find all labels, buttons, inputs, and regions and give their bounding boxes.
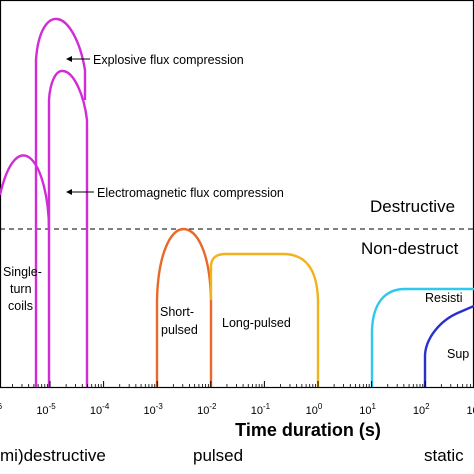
x-tick-label: 10-1 [251, 402, 271, 417]
short-pulsed-label-line2: pulsed [161, 323, 198, 337]
resistive-label: Resisti [425, 291, 463, 305]
x-tick-label: 102 [413, 402, 430, 417]
x-tick-label: 10-2 [197, 402, 217, 417]
destructive-category-caption: mi)destructive [0, 446, 106, 465]
x-tick-label: 10-4 [90, 402, 110, 417]
long-pulsed-label: Long-pulsed [222, 316, 291, 330]
x-tick-label: 10-6 [0, 402, 3, 417]
short-pulsed-label-line1: Short- [160, 305, 194, 319]
x-axis-title: Time duration (s) [235, 420, 381, 440]
long-pulsed-curve [209, 252, 320, 387]
x-axis-ticks: 10-6 10-5 10-4 10-3 10-2 10-1 100 101 102 103 [0, 381, 474, 417]
short-pulsed-curve [155, 227, 213, 387]
x-tick-label: 103 [466, 402, 474, 417]
single-turn-label-line2: turn [10, 282, 32, 296]
electromagnetic-annotation: Electromagnetic flux compression [97, 186, 284, 200]
pulsed-category-caption: pulsed [193, 446, 243, 465]
explosive-arrow-head [66, 56, 72, 62]
single-turn-label-line1: Single- [3, 265, 42, 279]
destructive-label: Destructive [370, 197, 455, 216]
single-turn-label-line3: coils [8, 299, 33, 313]
x-tick-label: 100 [306, 402, 323, 417]
x-tick-label: 101 [359, 402, 376, 417]
electromagnetic-flux-compression-curve [47, 69, 89, 387]
x-tick-label: 10-3 [144, 402, 164, 417]
superconducting-magnet-curve [423, 304, 474, 387]
static-category-caption: static [424, 446, 464, 465]
explosive-flux-compression-curve [34, 17, 87, 387]
explosive-annotation: Explosive flux compression [93, 53, 244, 67]
x-tick-label: 10-5 [36, 402, 56, 417]
resistive-magnet-curve [370, 287, 474, 387]
superconducting-label: Sup [447, 347, 469, 361]
non-destructive-label: Non-destruct [361, 239, 459, 258]
electromagnetic-arrow-head [66, 189, 72, 195]
